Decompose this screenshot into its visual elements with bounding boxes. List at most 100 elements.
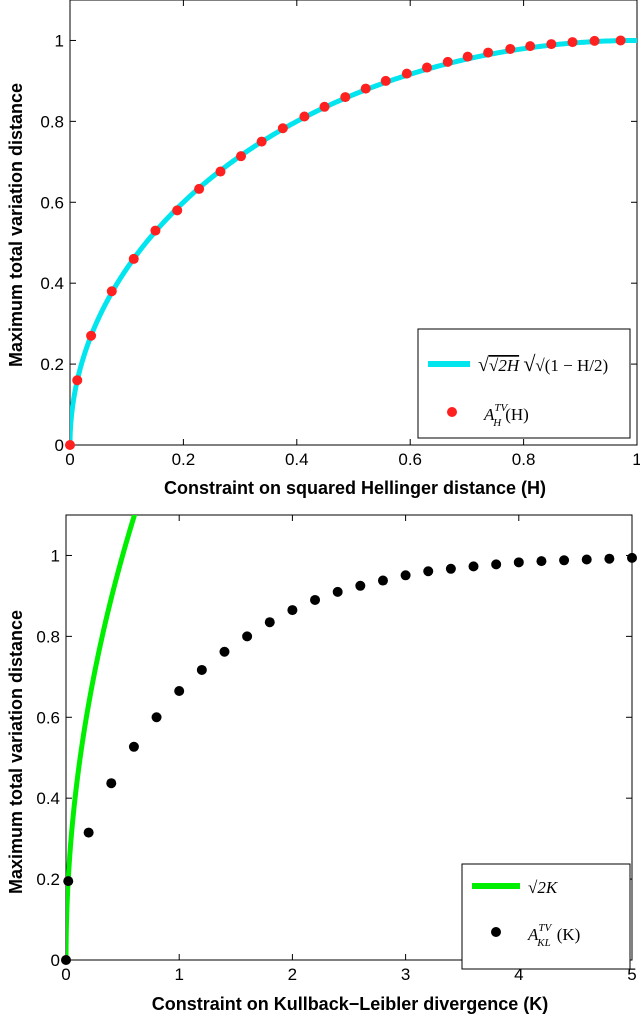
legend-marker-swatch (491, 927, 501, 937)
data-point (615, 35, 626, 46)
data-point (65, 440, 75, 450)
data-point (423, 566, 434, 577)
y-tick-label: 0 (55, 436, 64, 455)
x-tick-label: 0.4 (285, 450, 309, 469)
data-point (106, 286, 117, 297)
data-point (505, 43, 516, 54)
legend-line-label-extra: √(1 − H/2) (535, 356, 608, 375)
x-tick-label: 3 (401, 965, 410, 984)
y-tick-label: 0.2 (36, 870, 60, 889)
data-point (63, 876, 74, 887)
data-point (61, 955, 71, 965)
kl-panel: Maximum total variation distance Constra… (6, 514, 637, 1014)
y-tick-label: 1 (55, 31, 64, 50)
legend: √2K ATV KL (K) (461, 863, 631, 970)
x-tick-label: 1 (632, 450, 640, 469)
data-point (355, 580, 366, 591)
data-point (581, 554, 592, 565)
x-axis-label: Constraint on Kullback−Leibler divergenc… (152, 994, 549, 1014)
data-point (86, 330, 97, 341)
data-point (83, 827, 94, 838)
hellinger-panel: Maximum total variation distance Constra… (6, 0, 640, 498)
data-point (151, 712, 162, 723)
data-point (128, 253, 139, 264)
series-line (70, 37, 637, 445)
plot-area: 0 0.2 0.4 0.6 0.8 1 0 0.2 0.4 0.6 0.8 1 (40, 0, 640, 469)
data-point (332, 586, 343, 597)
y-tick-label: 0.4 (36, 789, 60, 808)
legend-line-label: √√2H √√(1 − H/2) (478, 351, 608, 376)
legend-box (417, 328, 631, 439)
axes-box (65, 514, 633, 961)
data-point (256, 136, 267, 147)
data-point (172, 205, 183, 216)
data-point (513, 557, 524, 568)
x-tick-label: 4 (514, 965, 523, 984)
data-point (287, 605, 298, 616)
data-point (360, 83, 371, 94)
y-tick-label: 0 (51, 951, 60, 970)
data-point (340, 92, 351, 103)
data-point (491, 559, 502, 570)
data-point (400, 570, 411, 581)
x-tick-label: 2 (288, 965, 297, 984)
data-point (264, 617, 275, 628)
legend-marker-swatch (447, 407, 457, 417)
data-point (421, 62, 432, 73)
data-point (377, 575, 388, 586)
data-point (277, 123, 288, 134)
data-point (627, 552, 637, 563)
data-point (546, 39, 557, 50)
plot-area: 0 1 2 3 4 5 0 0.2 0.4 0.6 0.8 1 (36, 514, 637, 984)
x-tick-label: 0 (65, 450, 74, 469)
data-point (174, 685, 185, 696)
data-point (299, 111, 310, 122)
y-tick-label: 0.6 (36, 708, 60, 727)
axes-box (69, 0, 638, 446)
x-tick-label: 1 (174, 965, 183, 984)
data-point (242, 631, 253, 642)
x-tick-label: 5 (627, 965, 636, 984)
data-point (219, 646, 230, 657)
data-point (468, 561, 479, 572)
data-point (128, 741, 139, 752)
data-point (442, 56, 453, 67)
data-point (604, 553, 615, 564)
data-point (72, 375, 83, 386)
y-axis-label: Maximum total variation distance (6, 610, 26, 894)
series-line (66, 515, 138, 960)
y-tick-label: 1 (51, 546, 60, 565)
legend-marker-label: ATV H (H) (483, 402, 529, 429)
y-tick-label: 0.6 (40, 193, 64, 212)
x-tick-label: 0 (61, 965, 70, 984)
data-point (215, 166, 226, 177)
data-point (106, 778, 117, 789)
y-tick-label: 0.2 (40, 355, 64, 374)
data-point (196, 664, 207, 675)
data-point (445, 563, 456, 574)
data-point (150, 225, 161, 236)
data-point (401, 68, 412, 79)
data-point (194, 183, 205, 194)
y-axis-label: Maximum total variation distance (6, 83, 26, 367)
legend-marker-label: ATV KL (K) (527, 922, 580, 949)
y-tick-label: 0.8 (36, 627, 60, 646)
data-point (380, 75, 391, 86)
data-point (567, 37, 578, 48)
legend: √√2H √√(1 − H/2) ATV H (H) (417, 328, 631, 439)
data-point (483, 47, 494, 58)
data-point (319, 101, 330, 112)
y-tick-label: 0.4 (40, 274, 64, 293)
x-tick-label: 0.6 (398, 450, 422, 469)
data-point (536, 556, 547, 567)
data-point (236, 151, 247, 162)
legend-line-label: √2K (528, 878, 559, 897)
x-tick-label: 0.8 (512, 450, 536, 469)
data-point (525, 41, 536, 52)
data-point (589, 35, 600, 46)
x-tick-label: 0.2 (172, 450, 196, 469)
legend-box (461, 863, 631, 970)
data-point (462, 51, 473, 62)
data-point (310, 594, 321, 605)
